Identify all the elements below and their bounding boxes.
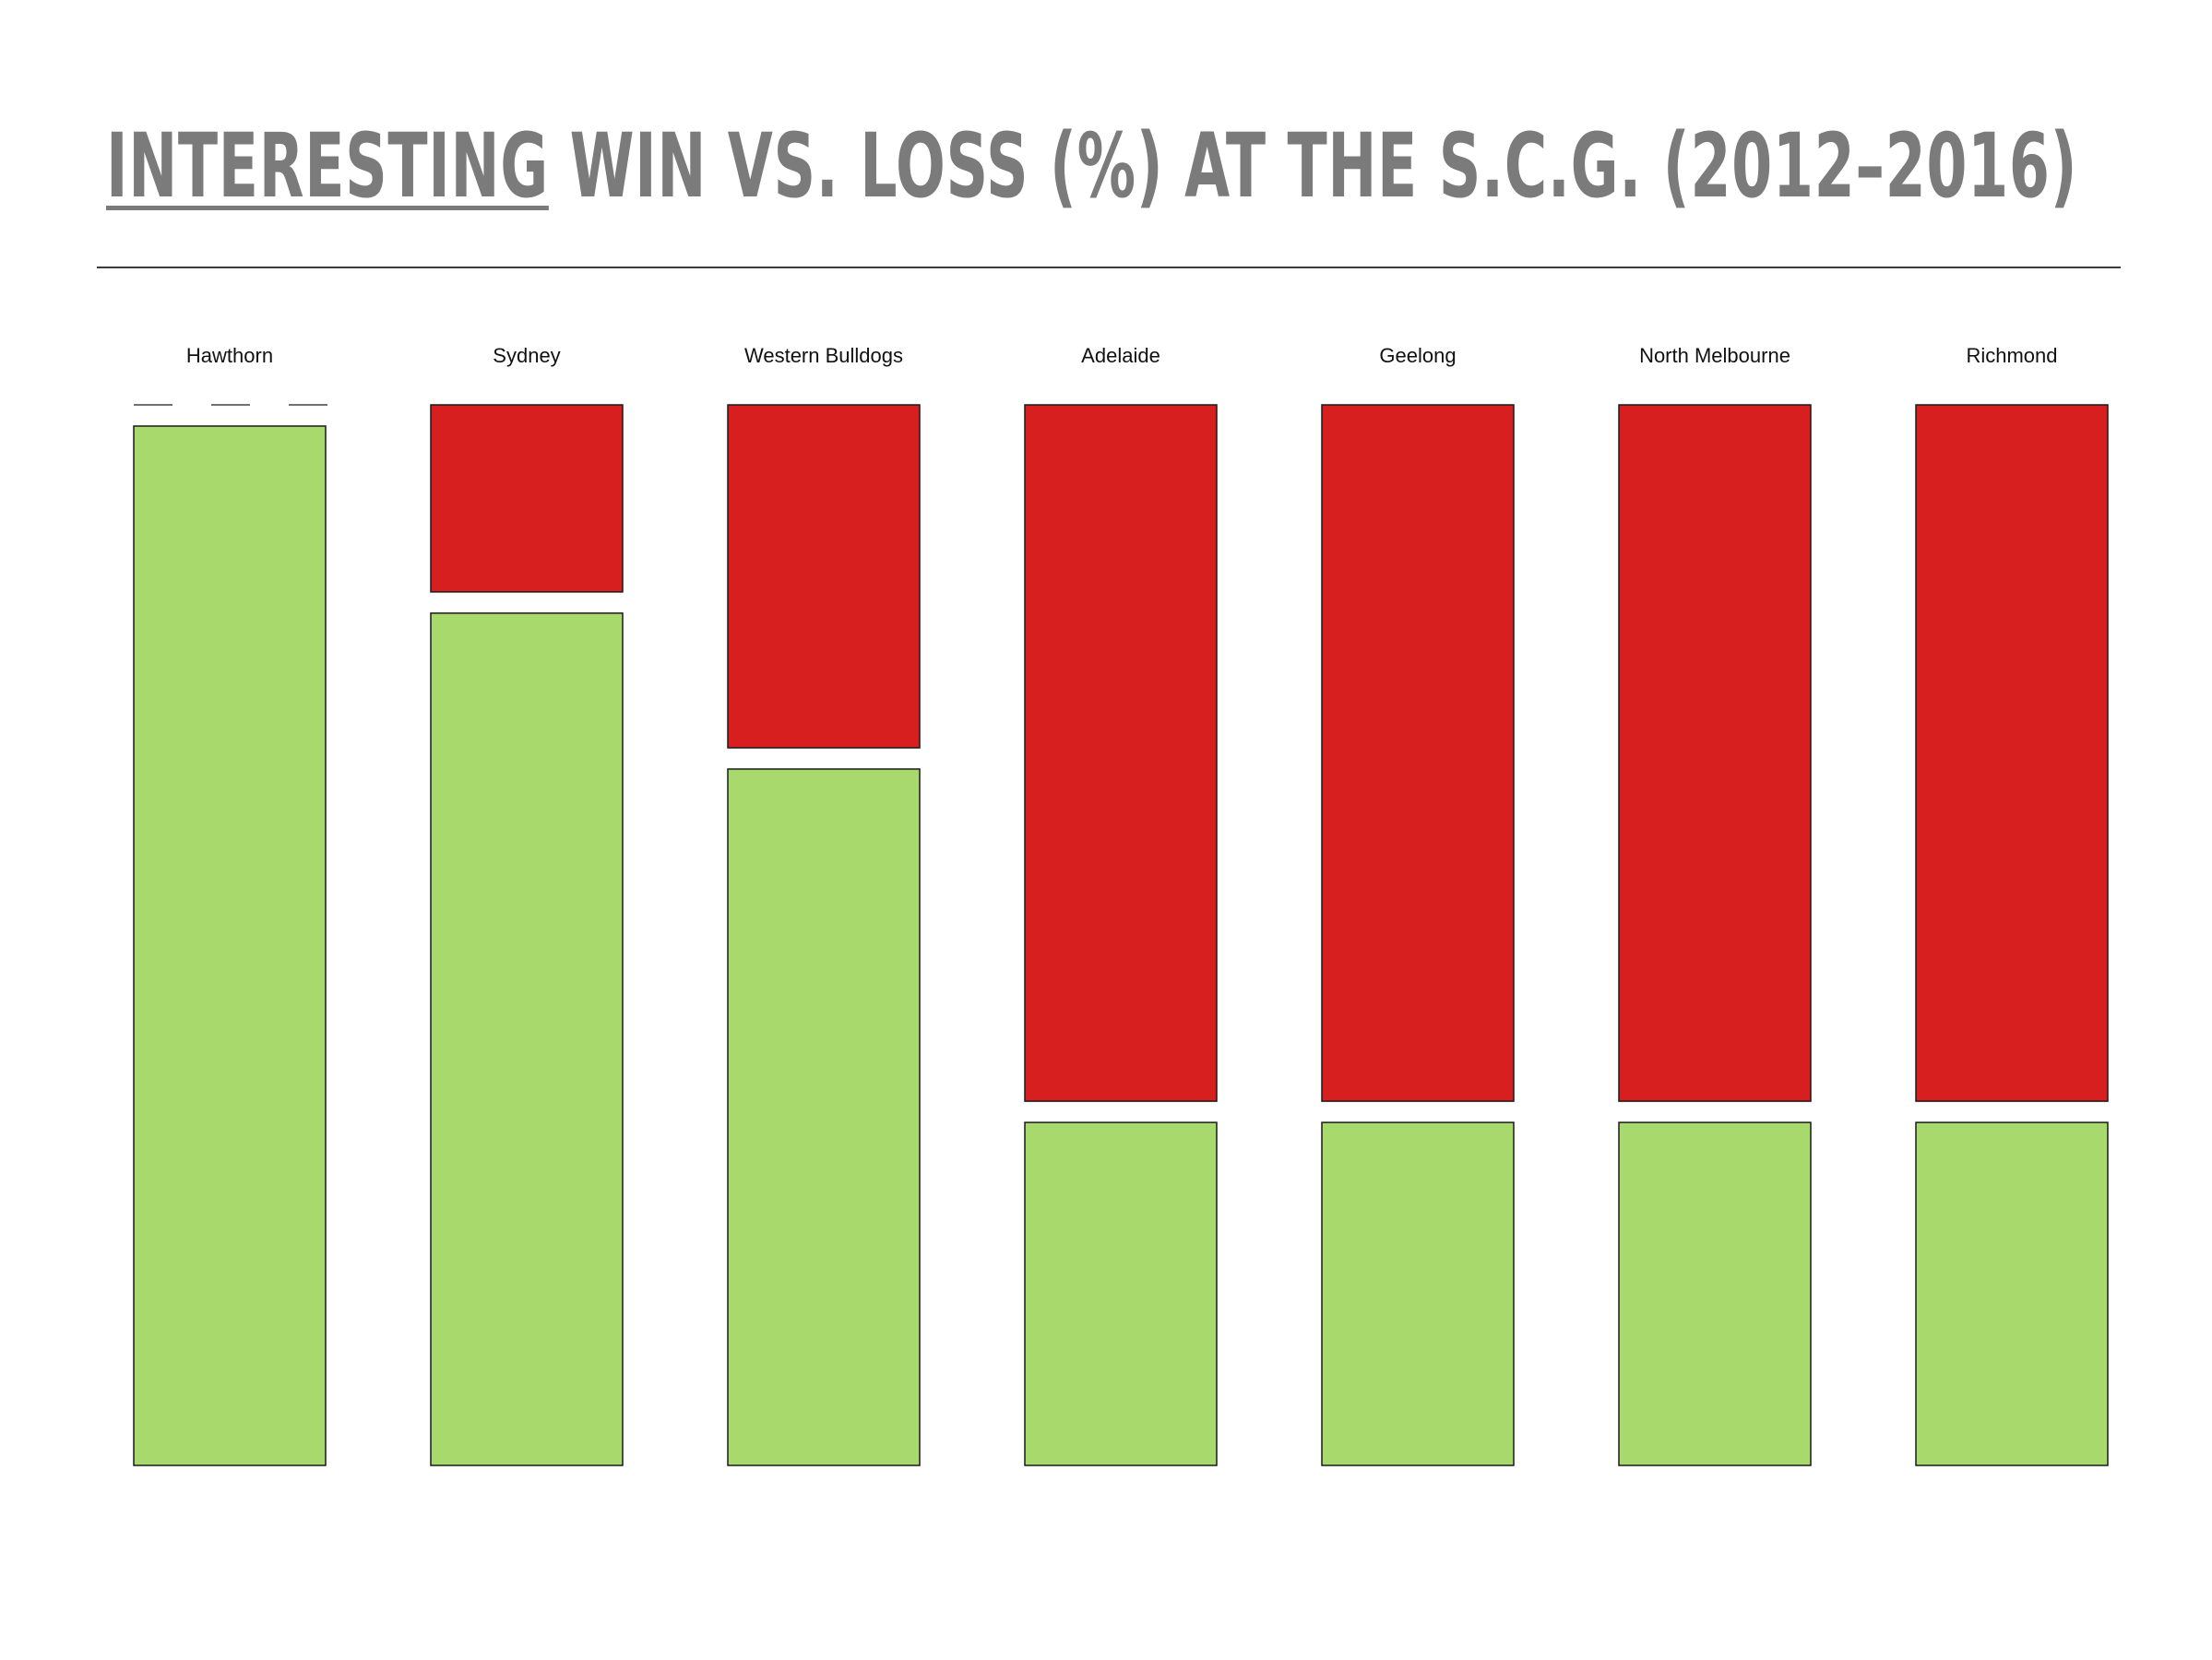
win-bar-north-melbourne — [1618, 1121, 1812, 1466]
loss-bar-sydney — [430, 404, 624, 593]
loss-bar-western-bulldogs — [727, 404, 921, 749]
team-label-hawthorn: Hawthorn — [186, 344, 273, 367]
chart-title-emphasis: INTERESTING — [106, 114, 549, 218]
win-bar-adelaide — [1024, 1121, 1218, 1466]
team-label-richmond: Richmond — [1966, 344, 2057, 367]
chart-title: INTERESTING WIN VS. LOSS (%) AT THE S.C.… — [106, 122, 2077, 210]
win-bar-hawthorn — [133, 425, 327, 1466]
loss-bar-adelaide — [1024, 404, 1218, 1102]
chart-title-rest: WIN VS. LOSS (%) AT THE S.C.G. (2012–201… — [548, 114, 2078, 218]
loss-bar-north-melbourne — [1618, 404, 1812, 1102]
team-label-north-melbourne: North Melbourne — [1639, 344, 1790, 367]
team-label-western-bulldogs: Western Bulldogs — [744, 344, 903, 367]
team-label-sydney: Sydney — [493, 344, 560, 367]
win-bar-geelong — [1321, 1121, 1515, 1466]
team-label-geelong: Geelong — [1379, 344, 1456, 367]
team-label-adelaide: Adelaide — [1081, 344, 1160, 367]
loss-bar-geelong — [1321, 404, 1515, 1102]
loss-bar-richmond — [1915, 404, 2109, 1102]
title-divider — [97, 267, 2121, 268]
win-bar-richmond — [1915, 1121, 2109, 1466]
win-bar-western-bulldogs — [727, 768, 921, 1466]
win-bar-sydney — [430, 612, 624, 1466]
